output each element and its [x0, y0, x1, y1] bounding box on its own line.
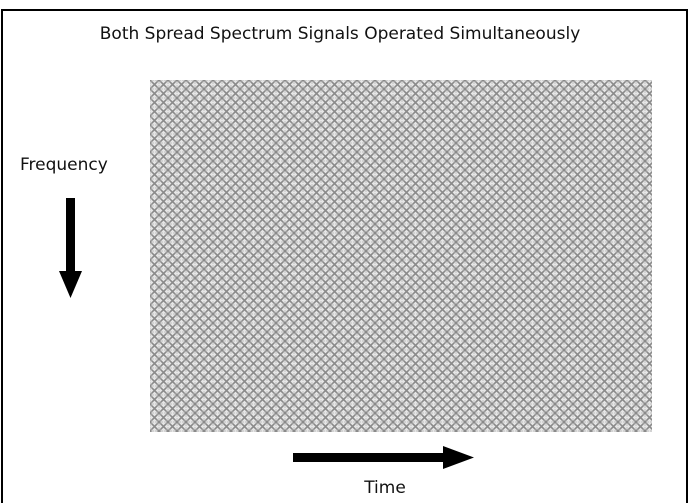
time-arrow [293, 446, 474, 469]
frame [1, 9, 688, 503]
time-label: Time [363, 478, 406, 498]
frequency-label: Frequency [20, 155, 108, 175]
signal-area [150, 80, 652, 432]
title: Both Spread Spectrum Signals Operated Si… [100, 24, 581, 44]
frequency-arrow [59, 198, 82, 298]
